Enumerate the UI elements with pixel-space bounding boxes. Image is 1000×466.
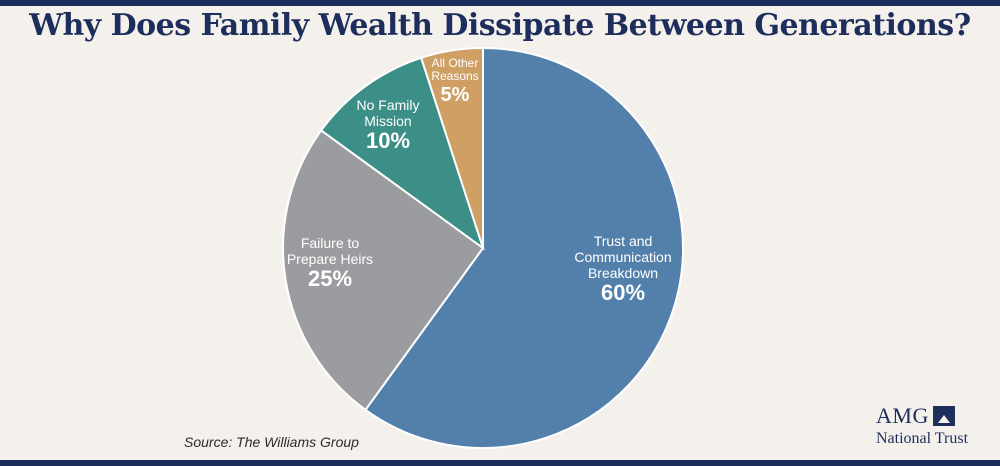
slice-label-1-line-1: Prepare Heirs (287, 251, 373, 267)
slice-value-2: 10% (366, 128, 410, 153)
slice-label-0-line-0: Trust and (594, 233, 653, 249)
pie-slice-1 (282, 129, 485, 412)
logo-wordmark: AMG (876, 403, 929, 428)
slice-value-3: 5% (441, 84, 470, 106)
pie-slice-2 (319, 56, 485, 251)
slice-label-0-line-2: Breakdown (588, 265, 658, 281)
slice-label-3-line-0: All Other (432, 56, 479, 70)
amg-logo: AMG National Trust (876, 403, 986, 448)
chart-title: Why Does Family Wealth Dissipate Between… (29, 8, 971, 43)
slice-label-1-line-0: Failure to (301, 235, 360, 251)
slice-label-2-line-0: No Family (356, 97, 419, 113)
mountain-square-icon (932, 406, 955, 426)
pie-slice-0 (364, 46, 684, 449)
pie-slice-3 (419, 46, 484, 249)
top-rule (0, 0, 1000, 6)
slice-label-0-line-1: Communication (574, 249, 671, 265)
logo-subtitle: National Trust (876, 430, 969, 447)
slice-value-0: 60% (601, 280, 645, 305)
slice-value-1: 25% (308, 266, 352, 291)
source-note: Source: The Williams Group (184, 434, 359, 450)
bottom-rule (0, 460, 1000, 466)
slice-label-3-line-1: Reasons (431, 69, 478, 83)
slice-label-2-line-1: Mission (364, 113, 411, 129)
